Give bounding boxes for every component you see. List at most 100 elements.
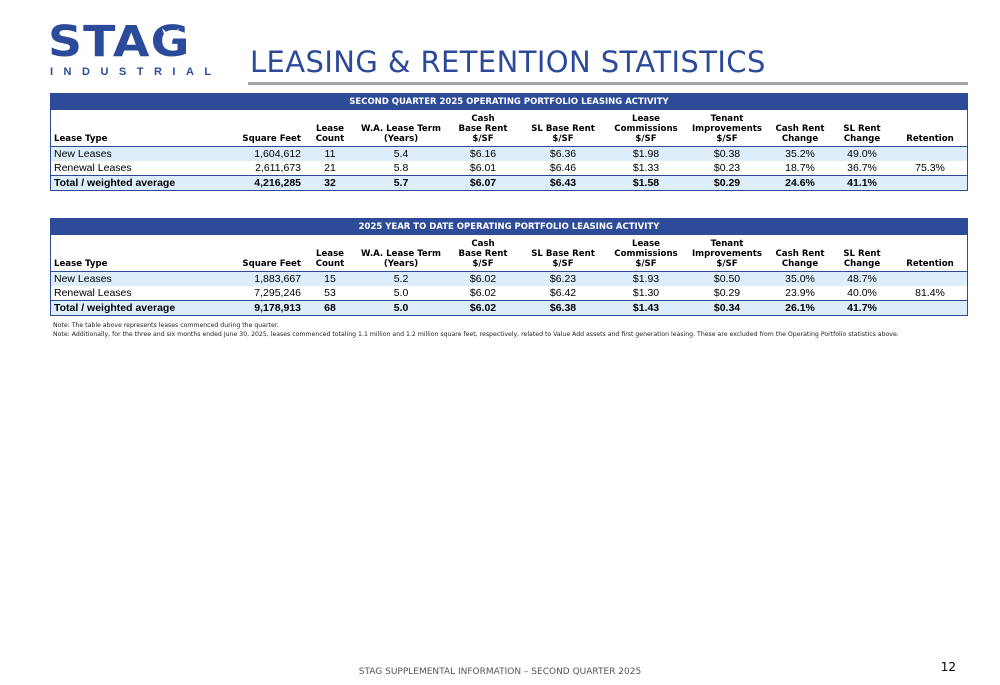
cell-lease-type: Renewal Leases — [54, 287, 132, 299]
cell-sl-change: 36.7% — [847, 162, 877, 174]
cell-ti: $0.34 — [685, 300, 769, 315]
cell-comm: $1.43 — [607, 300, 685, 315]
cell-square-feet: 4,216,285 — [201, 175, 305, 190]
cell-count: 11 — [305, 146, 355, 161]
col-tenant-improvements: Tenant Improvements $/SF — [691, 114, 762, 144]
cell-lease-type: New Leases — [51, 146, 201, 161]
table-row: Renewal Leases 7,295,246 53 5.0 $6.02 $6… — [51, 286, 967, 301]
col-square-feet: Square Feet — [242, 259, 301, 269]
table-total-row: Total / weighted average 4,216,285 32 5.… — [51, 175, 967, 190]
cell-square-feet: 1,883,667 — [201, 271, 305, 286]
cell-ti: $0.29 — [685, 175, 769, 190]
cell-cash-change: 26.1% — [769, 300, 831, 315]
page-title: LEASING & RETENTION STATISTICS — [250, 45, 766, 79]
table-row: New Leases 1,883,667 15 5.2 $6.02 $6.23 … — [51, 271, 967, 286]
table-title: SECOND QUARTER 2025 OPERATING PORTFOLIO … — [51, 94, 967, 110]
page-footer: STAG SUPPLEMENTAL INFORMATION – SECOND Q… — [358, 667, 642, 677]
title-divider — [248, 82, 968, 85]
col-retention: Retention — [906, 259, 954, 269]
col-cash-base-rent: Cash Base Rent $/SF — [458, 114, 508, 144]
cell-count: 21 — [324, 162, 336, 174]
cell-ti: $0.29 — [713, 287, 741, 299]
logo-subtitle: INDUSTRIAL — [50, 66, 222, 78]
table-total-row: Total / weighted average 9,178,913 68 5.… — [51, 300, 967, 315]
ytd-leasing-table: 2025 YEAR TO DATE OPERATING PORTFOLIO LE… — [50, 218, 968, 316]
cell-cash: $6.02 — [447, 300, 519, 315]
cell-cash: $6.01 — [469, 162, 497, 174]
col-lease-count: Lease Count — [315, 249, 345, 269]
cell-cash-change: 18.7% — [785, 162, 815, 174]
cell-cash: $6.02 — [469, 287, 497, 299]
cell-square-feet: 7,295,246 — [254, 287, 301, 299]
col-lease-commissions: Lease Commissions $/SF — [614, 114, 678, 144]
cell-comm: $1.33 — [632, 162, 660, 174]
stag-logo: STAG INDUSTRIAL — [48, 17, 211, 78]
cell-cash-change: 23.9% — [785, 287, 815, 299]
cell-retention — [893, 175, 967, 190]
quarter-leasing-table: SECOND QUARTER 2025 OPERATING PORTFOLIO … — [50, 93, 968, 191]
cell-sl-change: 41.1% — [831, 175, 893, 190]
col-lease-term: W.A. Lease Term (Years) — [361, 249, 441, 269]
col-lease-type: Lease Type — [54, 259, 108, 269]
cell-retention — [893, 271, 967, 286]
cell-square-feet: 9,178,913 — [201, 300, 305, 315]
cell-comm: $1.98 — [607, 146, 685, 161]
table-header-row: Lease Type Square Feet Lease Count W.A. L… — [51, 235, 967, 272]
cell-retention: 75.3% — [915, 162, 945, 174]
note-quarter: Note: The table above represents leases … — [53, 322, 279, 329]
cell-ti: $0.50 — [685, 271, 769, 286]
cell-lease-type: Total / weighted average — [51, 300, 201, 315]
cell-count: 53 — [324, 287, 336, 299]
cell-lease-type: Renewal Leases — [54, 162, 132, 174]
cell-cash: $6.07 — [447, 175, 519, 190]
col-lease-term: W.A. Lease Term (Years) — [361, 124, 441, 144]
col-sl-rent-change: SL Rent Change — [843, 249, 881, 269]
cell-ti: $0.38 — [685, 146, 769, 161]
cell-square-feet: 2,611,673 — [255, 162, 301, 174]
cell-sl: $6.23 — [519, 271, 607, 286]
cell-term: 5.8 — [393, 162, 409, 174]
col-cash-base-rent: Cash Base Rent $/SF — [458, 239, 508, 269]
cell-term: 5.7 — [355, 175, 447, 190]
cell-sl: $6.42 — [549, 287, 577, 299]
cell-sl: $6.38 — [519, 300, 607, 315]
cell-retention: 81.4% — [915, 287, 945, 299]
cell-cash-change: 24.6% — [769, 175, 831, 190]
cell-sl: $6.43 — [519, 175, 607, 190]
cell-ti: $0.23 — [713, 162, 741, 174]
cell-sl-change: 40.0% — [847, 287, 877, 299]
cell-comm: $1.58 — [607, 175, 685, 190]
cell-cash-change: 35.0% — [769, 271, 831, 286]
page-number: 12 — [940, 660, 956, 674]
table-header-row: Lease Type Square Feet Lease Count W.A. L… — [51, 110, 967, 147]
col-lease-type: Lease Type — [54, 134, 108, 144]
col-square-feet: Square Feet — [242, 134, 301, 144]
cell-sl-change: 48.7% — [831, 271, 893, 286]
cell-term: 5.2 — [355, 271, 447, 286]
cell-count: 68 — [305, 300, 355, 315]
cell-cash: $6.02 — [447, 271, 519, 286]
cell-term: 5.0 — [393, 287, 409, 299]
table-row: Renewal Leases 2,611,673 21 5.8 $6.01 $6… — [51, 161, 967, 176]
cell-sl-change: 41.7% — [831, 300, 893, 315]
table-title: 2025 YEAR TO DATE OPERATING PORTFOLIO LE… — [51, 219, 967, 235]
col-retention: Retention — [906, 134, 954, 144]
cell-term: 5.0 — [355, 300, 447, 315]
logo-wordmark: STAG — [48, 17, 191, 67]
col-tenant-improvements: Tenant Improvements $/SF — [691, 239, 762, 269]
col-sl-base-rent: SL Base Rent $/SF — [531, 249, 595, 269]
bull-icon — [162, 28, 179, 42]
cell-sl: $6.36 — [519, 146, 607, 161]
col-lease-count: Lease Count — [315, 124, 345, 144]
cell-retention — [893, 300, 967, 315]
cell-retention — [893, 146, 967, 161]
cell-term: 5.4 — [355, 146, 447, 161]
cell-square-feet: 1,604,612 — [201, 146, 305, 161]
cell-comm: $1.93 — [607, 271, 685, 286]
col-sl-rent-change: SL Rent Change — [843, 124, 881, 144]
cell-cash-change: 35.2% — [769, 146, 831, 161]
cell-count: 15 — [305, 271, 355, 286]
cell-count: 32 — [305, 175, 355, 190]
note-value-add: Note: Additionally, for the three and si… — [53, 331, 899, 338]
cell-cash: $6.16 — [447, 146, 519, 161]
